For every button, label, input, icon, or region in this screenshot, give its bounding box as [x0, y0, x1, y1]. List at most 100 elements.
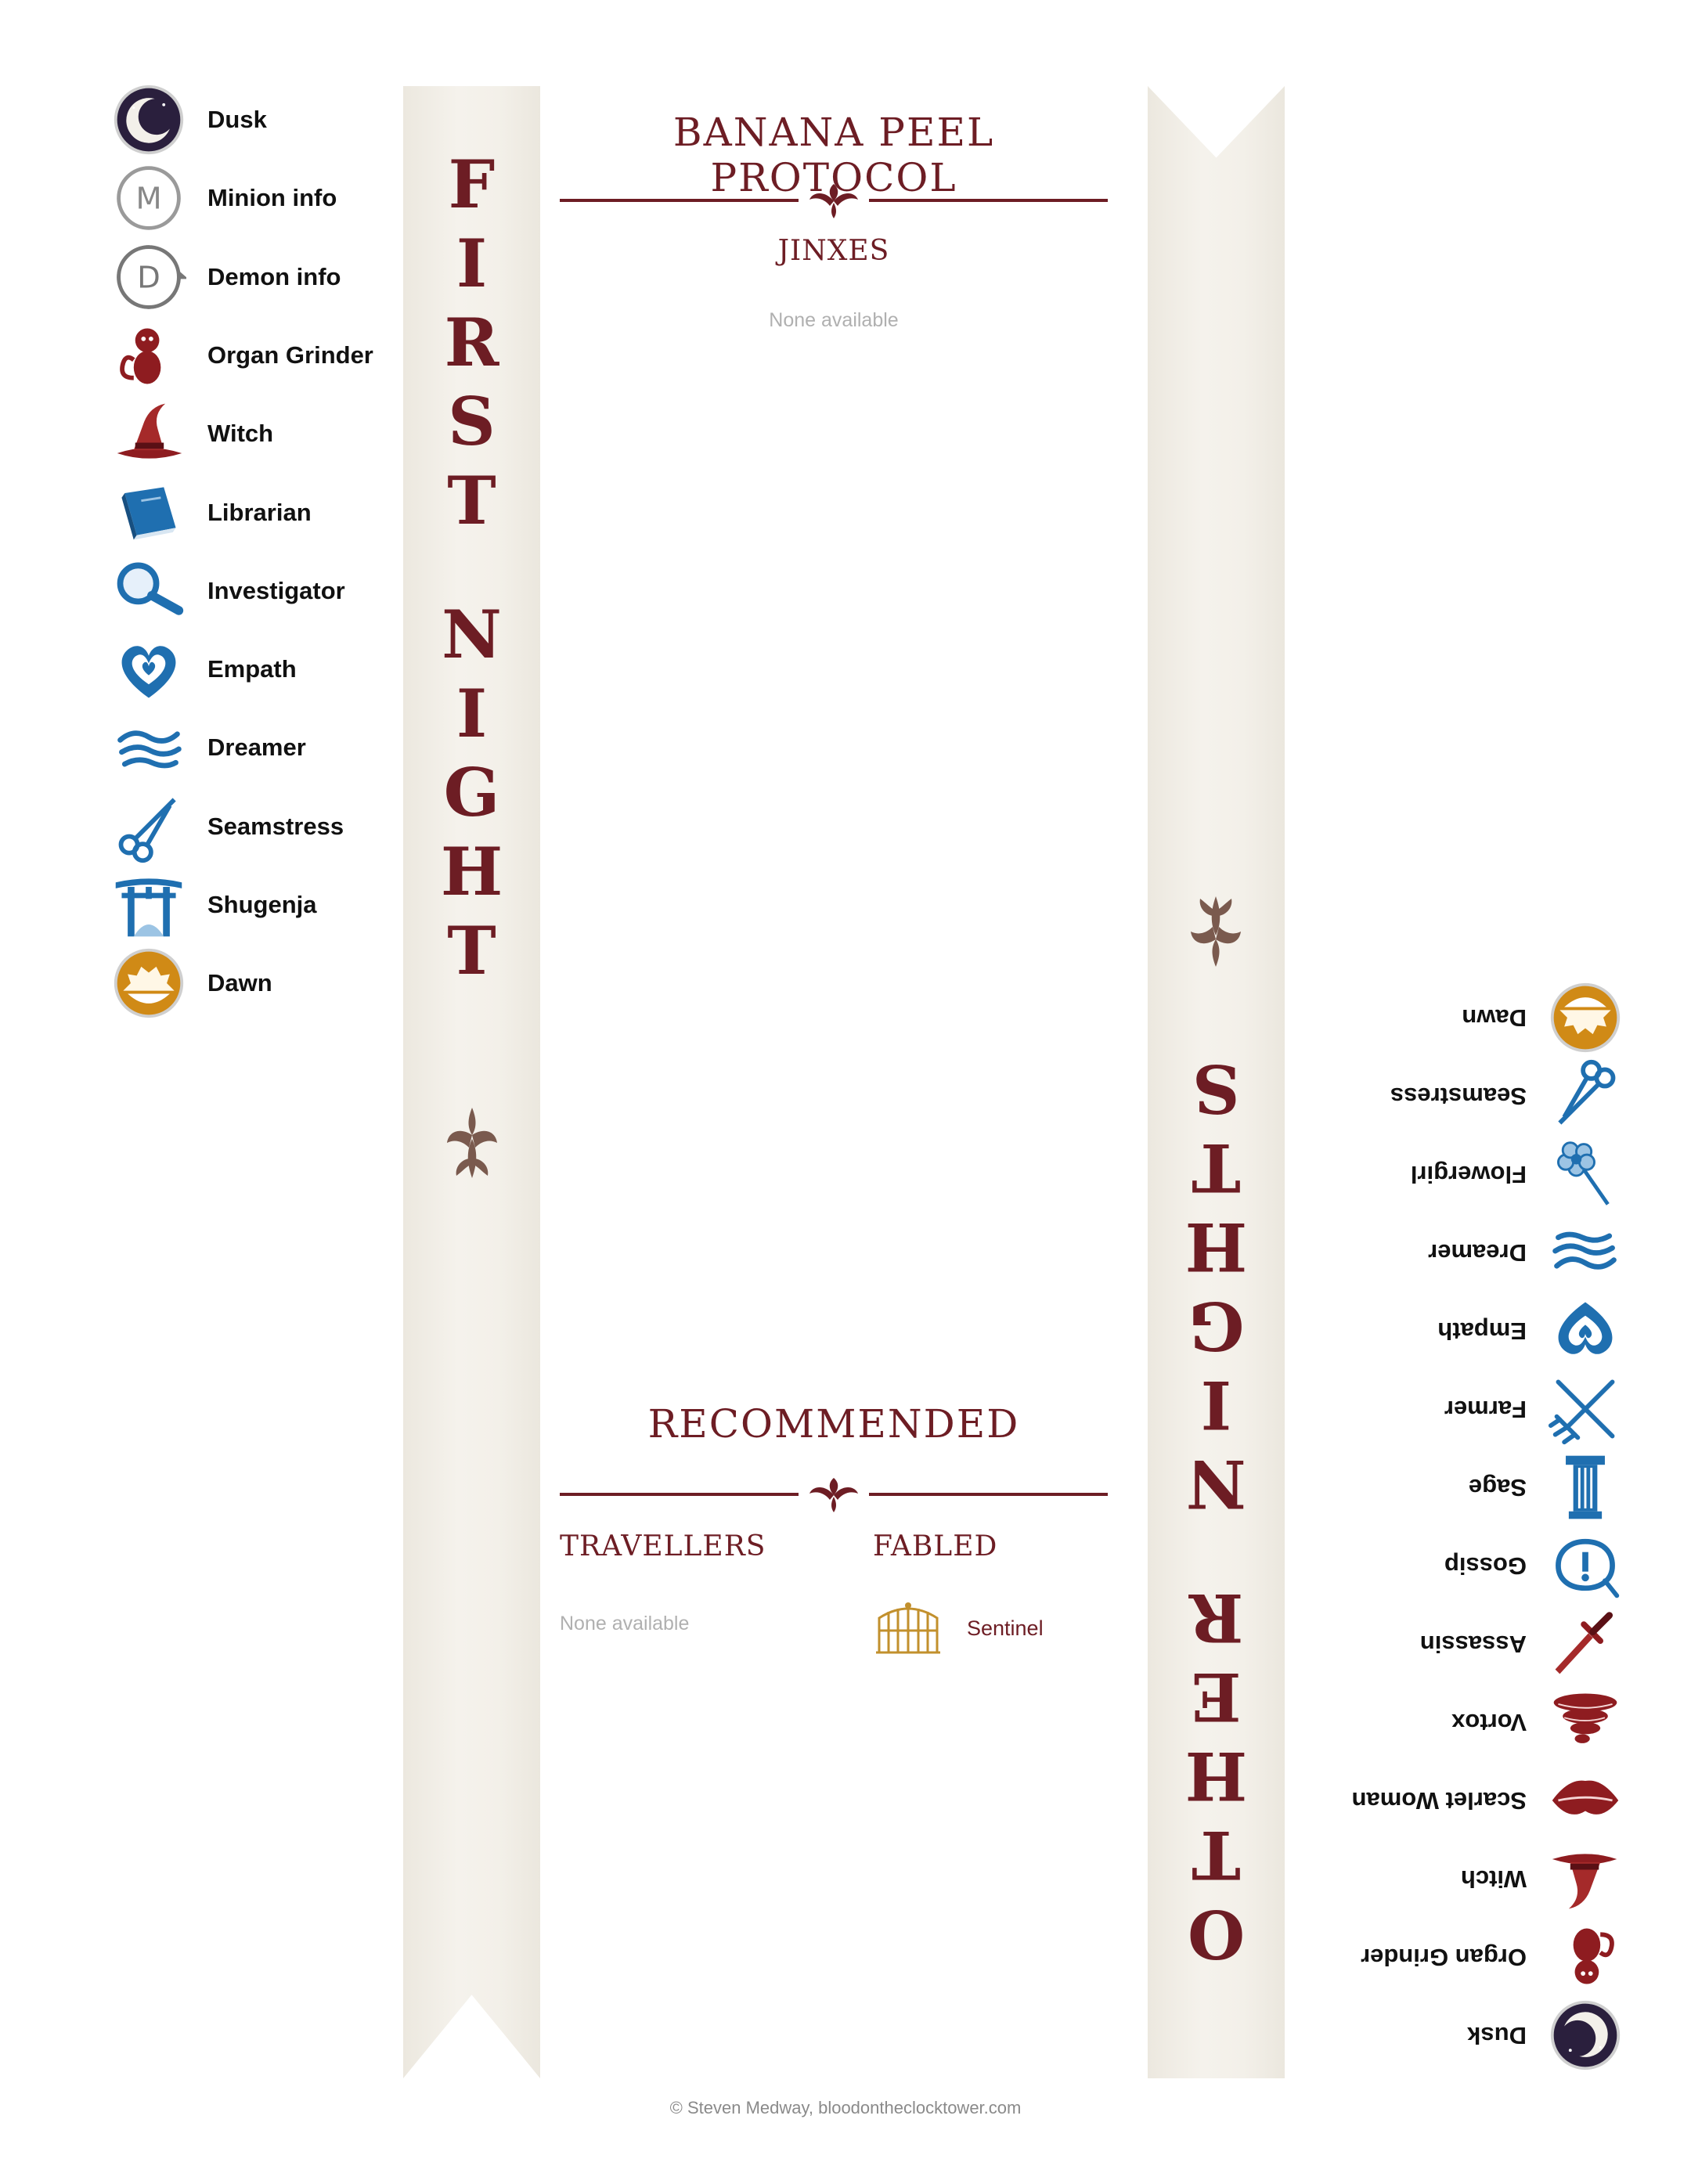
- other-night-item-dawn: Dawn: [1462, 978, 1628, 1057]
- first-night-item-librarian: Librarian: [106, 474, 312, 552]
- book-icon: [106, 474, 192, 552]
- first-night-item-label: Minion info: [207, 184, 337, 212]
- heart-icon: [106, 630, 192, 708]
- first-night-item-label: Organ Grinder: [207, 341, 373, 369]
- other-night-item-label: Dawn: [1462, 1004, 1527, 1032]
- first-night-item-label: Dreamer: [207, 733, 306, 762]
- first-night-item-label: Witch: [207, 420, 274, 448]
- first-night-item-label: Investigator: [207, 576, 345, 604]
- lips-icon: [1542, 1761, 1628, 1840]
- other-night-item-flowergirl: Flowergirl: [1411, 1135, 1628, 1213]
- vortex-icon: [1542, 1683, 1628, 1761]
- demon-d-icon: D: [106, 238, 192, 316]
- other-night-item-label: Seamstress: [1390, 1083, 1527, 1110]
- heart-icon: [1542, 1292, 1628, 1370]
- other-night-item-label: Flowergirl: [1410, 1161, 1527, 1188]
- first-night-item-dreamer: Dreamer: [106, 708, 306, 787]
- copyright-footer: © Steven Medway, bloodontheclocktower.co…: [669, 2098, 1022, 2117]
- moon-icon: [106, 81, 192, 159]
- cloud-icon: [1542, 1213, 1628, 1292]
- first-night-list: Dusk M Minion info D Demon info Organ Grinder…: [0, 0, 407, 1096]
- first-night-item-empath: Empath: [106, 630, 297, 708]
- monkey-icon: [1542, 1918, 1628, 1996]
- fleuron-ornament-icon: [447, 1108, 497, 1178]
- first-night-item-dawn: Dawn: [106, 944, 272, 1022]
- other-night-item-witch: Witch: [1461, 1840, 1628, 1918]
- fabled-label: Sentinel: [967, 1616, 1044, 1640]
- first-night-item-dusk: Dusk: [106, 81, 267, 159]
- divider-ornament-icon: [809, 1478, 858, 1512]
- other-night-item-dusk: Dusk: [1467, 1996, 1628, 2074]
- divider-ornament-icon: [809, 184, 858, 218]
- svg-text:M: M: [135, 182, 161, 217]
- witch-hat-icon: [1542, 1840, 1628, 1918]
- gate-icon: [876, 1602, 940, 1654]
- moon-icon: [1542, 1996, 1628, 2074]
- other-night-item-sage: Sage: [1469, 1448, 1628, 1526]
- recommended-divider: [560, 1470, 1108, 1517]
- magnifier-icon: [106, 552, 192, 630]
- scissors-icon: [106, 787, 192, 866]
- other-night-item-label: Organ Grinder: [1361, 1944, 1527, 1971]
- first-night-item-minion-info: M Minion info: [106, 159, 337, 237]
- other-night-item-label: Gossip: [1444, 1552, 1527, 1580]
- sun-icon: [106, 944, 192, 1022]
- fabled-heading: FABLED: [873, 1530, 998, 1562]
- first-night-banner: [403, 86, 540, 2078]
- monkey-icon: [106, 316, 192, 395]
- script-title: BANANA PEEL PROTOCOL: [672, 110, 995, 200]
- other-night-item-empath: Empath: [1437, 1292, 1628, 1370]
- other-night-item-organ-grinder: Organ Grinder: [1361, 1918, 1628, 1996]
- first-night-item-organ-grinder: Organ Grinder: [106, 316, 373, 395]
- other-night-item-label: Empath: [1437, 1317, 1527, 1345]
- other-night-item-label: Dreamer: [1428, 1239, 1527, 1267]
- other-night-item-label: Vortox: [1451, 1709, 1527, 1736]
- first-night-item-label: Shugenja: [207, 891, 317, 918]
- other-night-item-label: Assassin: [1419, 1631, 1527, 1658]
- recommended-heading: RECOMMENDED: [647, 1401, 1020, 1447]
- jinxes-empty-text: None available: [769, 309, 899, 331]
- title-divider: [560, 176, 1108, 223]
- cloud-icon: [106, 708, 192, 787]
- travellers-empty-text: None available: [560, 1613, 690, 1634]
- other-night-list: Dusk Organ Grinder Witch Scarlet Woman Vorto…: [1300, 982, 1628, 2090]
- other-night-item-assassin: Assassin: [1420, 1605, 1628, 1683]
- other-night-item-gossip: Gossip: [1444, 1526, 1628, 1605]
- other-night-item-label: Sage: [1468, 1474, 1527, 1501]
- other-night-item-vortox: Vortox: [1451, 1683, 1628, 1761]
- first-night-item-seamstress: Seamstress: [106, 787, 344, 866]
- other-night-item-label: Dusk: [1467, 2022, 1527, 2049]
- other-night-item-dreamer: Dreamer: [1428, 1213, 1628, 1292]
- dagger-icon: [1542, 1605, 1628, 1683]
- first-night-item-demon-info: D Demon info: [106, 238, 341, 316]
- minion-m-icon: M: [106, 159, 192, 237]
- pillar-icon: [1542, 1448, 1628, 1526]
- other-night-item-farmer: Farmer: [1444, 1370, 1628, 1448]
- first-night-item-label: Seamstress: [207, 812, 344, 840]
- first-night-item-investigator: Investigator: [106, 552, 345, 630]
- first-night-item-label: Empath: [207, 655, 297, 683]
- jinxes-heading: JINXES: [777, 235, 890, 267]
- first-night-item-label: Demon info: [207, 262, 341, 290]
- svg-text:D: D: [137, 260, 160, 295]
- first-night-item-label: Dawn: [207, 969, 272, 997]
- fabled-item-sentinel: Sentinel: [873, 1601, 1044, 1656]
- speech-icon: [1542, 1526, 1628, 1605]
- witch-hat-icon: [106, 395, 192, 473]
- travellers-heading: TRAVELLERS: [560, 1530, 766, 1562]
- other-night-item-label: Scarlet Woman: [1351, 1787, 1527, 1815]
- pitchfork-icon: [1542, 1370, 1628, 1448]
- other-night-banner: [1148, 86, 1285, 2078]
- first-night-item-shugenja: Shugenja: [106, 866, 317, 944]
- first-night-item-witch: Witch: [106, 395, 273, 473]
- first-night-item-label: Dusk: [207, 106, 267, 133]
- first-night-item-label: Librarian: [207, 498, 312, 526]
- fleuron-ornament-icon: [1191, 896, 1241, 967]
- sun-icon: [1542, 978, 1628, 1057]
- other-night-item-scarlet-woman: Scarlet Woman: [1352, 1761, 1628, 1840]
- other-night-item-seamstress: Seamstress: [1390, 1057, 1628, 1135]
- torii-icon: [106, 866, 192, 944]
- other-night-item-label: Witch: [1460, 1865, 1527, 1893]
